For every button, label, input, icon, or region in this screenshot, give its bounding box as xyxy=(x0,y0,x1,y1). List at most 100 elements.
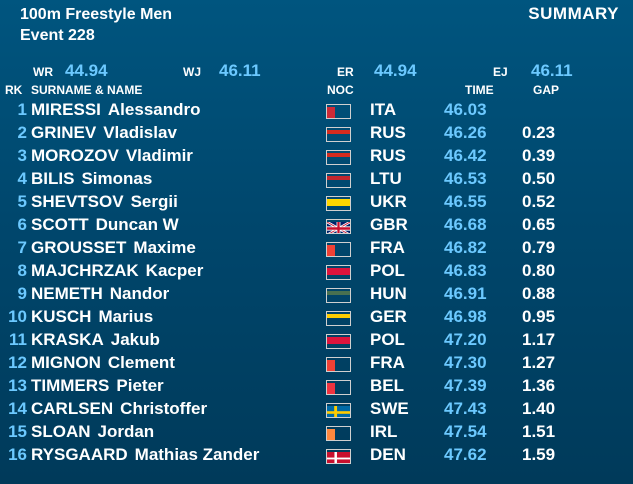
time-gap: 0.23 xyxy=(522,123,556,142)
rank: 3 xyxy=(17,146,27,165)
first-name: Pieter xyxy=(116,376,164,395)
ej-value: 46.11 xyxy=(531,61,573,80)
finish-time: 47.39 xyxy=(444,376,487,395)
rank: 2 xyxy=(17,123,27,142)
noc-code: SWE xyxy=(370,399,409,418)
surname: BILIS xyxy=(31,169,75,188)
athlete-name: CARLSEN Christoffer xyxy=(31,399,207,419)
ireland-flag-icon xyxy=(326,426,351,441)
noc-code: LTU xyxy=(370,169,402,188)
time-gap: 0.52 xyxy=(522,192,556,211)
first-name: Christoffer xyxy=(120,399,208,418)
finish-time: 47.43 xyxy=(444,399,487,418)
hungary-flag-icon xyxy=(326,288,351,303)
first-name: Jakub xyxy=(110,330,160,349)
rank: 16 xyxy=(8,445,27,464)
noc-code: DEN xyxy=(370,445,406,464)
time-gap: 0.88 xyxy=(522,284,556,303)
russia-flag-icon xyxy=(326,127,351,142)
france-flag-icon xyxy=(326,357,351,372)
finish-time: 46.91 xyxy=(444,284,487,303)
results-list: 1 MIRESSI Alessandro ITA 46.03 2 GRINEV Vladisl… xyxy=(0,98,633,466)
finish-time: 46.42 xyxy=(444,146,487,165)
result-row: 5 SHEVTSOV Sergii UKR 46.55 0.52 xyxy=(0,190,633,213)
noc-code: GBR xyxy=(370,215,408,234)
time-gap: 0.50 xyxy=(522,169,556,188)
athlete-name: GROUSSET Maxime xyxy=(31,238,196,258)
surname: SCOTT xyxy=(31,215,89,234)
athlete-name: SLOAN Jordan xyxy=(31,422,154,442)
first-name: Duncan W xyxy=(95,215,179,234)
athlete-name: SCOTT Duncan W xyxy=(31,215,179,235)
wr-label: WR xyxy=(33,65,53,79)
result-row: 14 CARLSEN Christoffer SWE 47.43 1.40 xyxy=(0,397,633,420)
ukraine-flag-icon xyxy=(326,196,351,211)
rank: 11 xyxy=(9,330,27,349)
surname: KUSCH xyxy=(31,307,92,326)
result-row: 6 SCOTT Duncan W GBR 46.68 0.65 xyxy=(0,213,633,236)
event-number: Event 228 xyxy=(20,27,95,44)
first-name: Vladimir xyxy=(125,146,193,165)
records-bar: WR 44.94 WJ 46.11 ER 44.94 EJ 46.11 xyxy=(0,61,633,83)
first-name: Marius xyxy=(98,307,154,326)
belgium-flag-icon xyxy=(326,380,351,395)
poland-flag-icon xyxy=(326,334,351,349)
noc-code: RUS xyxy=(370,146,406,165)
athlete-name: MIGNON Clement xyxy=(31,353,175,373)
first-name: Sergii xyxy=(130,192,178,211)
france-flag-icon xyxy=(326,242,351,257)
poland-flag-icon xyxy=(326,265,351,280)
column-header-gap: GAP xyxy=(533,83,560,97)
athlete-name: RYSGAARD Mathias Zander xyxy=(31,445,259,465)
result-row: 2 GRINEV Vladislav RUS 46.26 0.23 xyxy=(0,121,633,144)
first-name: Maxime xyxy=(133,238,196,257)
noc-code: GER xyxy=(370,307,407,326)
noc-code: FRA xyxy=(370,238,405,257)
surname: RYSGAARD xyxy=(31,445,128,464)
rank: 9 xyxy=(17,284,27,303)
finish-time: 46.98 xyxy=(444,307,487,326)
russia-flag-icon xyxy=(326,150,351,165)
result-row: 13 TIMMERS Pieter BEL 47.39 1.36 xyxy=(0,374,633,397)
surname: MIGNON xyxy=(31,353,101,372)
er-label: ER xyxy=(337,65,354,79)
rank: 7 xyxy=(17,238,27,257)
finish-time: 47.20 xyxy=(444,330,487,349)
time-gap: 0.80 xyxy=(522,261,556,280)
finish-time: 46.03 xyxy=(444,100,487,119)
athlete-name: BILIS Simonas xyxy=(31,169,152,189)
rank: 6 xyxy=(17,215,27,234)
finish-time: 46.68 xyxy=(444,215,487,234)
time-gap: 0.65 xyxy=(522,215,556,234)
surname: MIRESSI xyxy=(31,100,101,119)
noc-code: FRA xyxy=(370,353,405,372)
first-name: Jordan xyxy=(97,422,155,441)
noc-code: POL xyxy=(370,261,405,280)
noc-code: ITA xyxy=(370,100,397,119)
noc-code: IRL xyxy=(370,422,398,441)
rank: 15 xyxy=(8,422,27,441)
time-gap: 0.79 xyxy=(522,238,556,257)
first-name: Simonas xyxy=(81,169,153,188)
result-row: 12 MIGNON Clement FRA 47.30 1.27 xyxy=(0,351,633,374)
athlete-name: NEMETH Nandor xyxy=(31,284,169,304)
sweden-flag-icon xyxy=(326,403,351,418)
germany-flag-icon xyxy=(326,311,351,326)
athlete-name: TIMMERS Pieter xyxy=(31,376,164,396)
wr-value: 44.94 xyxy=(65,61,108,80)
result-row: 4 BILIS Simonas LTU 46.53 0.50 xyxy=(0,167,633,190)
rank: 14 xyxy=(8,399,27,418)
rank: 13 xyxy=(8,376,27,395)
time-gap: 1.36 xyxy=(522,376,556,395)
rank: 4 xyxy=(17,169,27,188)
finish-time: 46.26 xyxy=(444,123,487,142)
noc-code: POL xyxy=(370,330,405,349)
column-header-time: TIME xyxy=(465,83,494,97)
wj-value: 46.11 xyxy=(219,61,261,80)
finish-time: 47.30 xyxy=(444,353,487,372)
athlete-name: SHEVTSOV Sergii xyxy=(31,192,178,212)
time-gap: 1.27 xyxy=(522,353,556,372)
time-gap: 1.51 xyxy=(522,422,556,441)
time-gap: 1.40 xyxy=(522,399,556,418)
surname: CARLSEN xyxy=(31,399,114,418)
